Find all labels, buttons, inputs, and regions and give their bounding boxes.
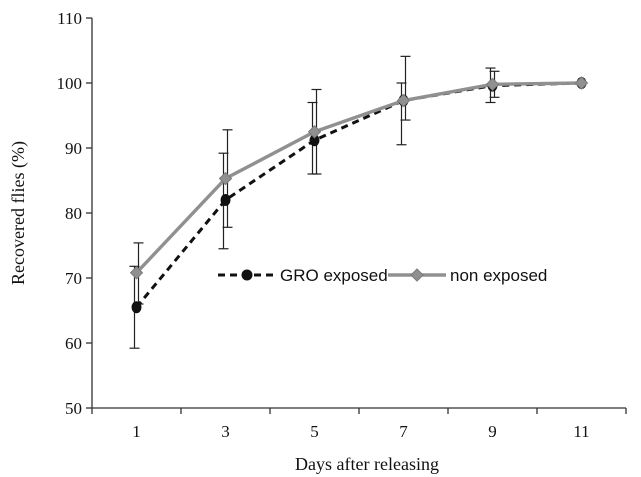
point-1-5 <box>574 76 589 90</box>
x-tick-label-5: 5 <box>310 422 319 441</box>
y-tick-label-90: 90 <box>65 139 82 158</box>
y-ticks: 50 60 70 80 90 100 110 <box>57 9 92 418</box>
x-tick-label-1: 1 <box>132 422 141 441</box>
legend-marker-non-exposed <box>410 268 424 282</box>
x-tick-label-7: 7 <box>399 422 408 441</box>
point-1-2 <box>307 125 322 139</box>
legend-label-non-exposed: non exposed <box>450 266 547 285</box>
x-tick-label-3: 3 <box>221 422 230 441</box>
point-1-1 <box>218 171 233 186</box>
x-axis-title: Days after releasing <box>295 454 439 474</box>
legend-label-gro-exposed: GRO exposed <box>280 266 388 285</box>
point-1-0 <box>129 266 144 280</box>
y-tick-label-70: 70 <box>65 269 82 288</box>
error-bars-series-0 <box>129 67 496 349</box>
y-tick-label-50: 50 <box>65 399 82 418</box>
y-tick-label-100: 100 <box>57 74 83 93</box>
x-tick-label-9: 9 <box>488 422 497 441</box>
point-0-2 <box>309 134 320 147</box>
plot-area <box>129 55 589 349</box>
point-0-0 <box>131 301 142 314</box>
legend-marker-gro-exposed <box>241 269 253 281</box>
y-tick-label-110: 110 <box>57 9 82 28</box>
x-tick-label-11: 11 <box>573 422 589 441</box>
y-axis-title: Recovered flies (%) <box>8 141 29 285</box>
point-1-3 <box>396 93 411 108</box>
point-0-1 <box>220 194 231 206</box>
x-ticks: 1 3 5 7 9 11 <box>91 408 627 441</box>
point-1-4 <box>485 77 500 92</box>
markers-series-1 <box>129 76 589 280</box>
y-tick-label-80: 80 <box>65 204 82 223</box>
axes <box>91 18 626 409</box>
series-line-1 <box>135 81 582 274</box>
legend: GRO exposed non exposed <box>218 266 547 285</box>
y-tick-label-60: 60 <box>65 334 82 353</box>
